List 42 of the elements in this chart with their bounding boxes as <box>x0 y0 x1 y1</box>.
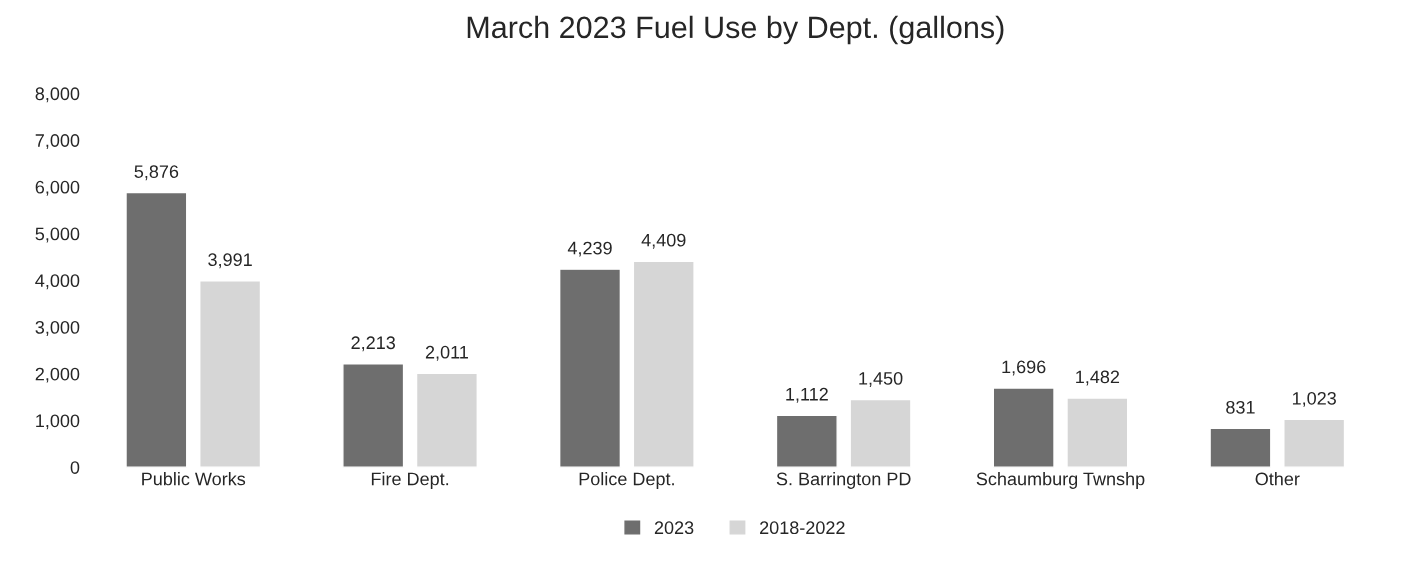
y-tick-label: 1,000 <box>36 414 80 430</box>
y-tick-label: 2,000 <box>35 367 80 383</box>
bar <box>849 398 912 468</box>
legend-label: 2018-2022 <box>760 521 845 535</box>
bar <box>125 191 188 468</box>
data-label: 5,876 <box>134 165 179 181</box>
bar <box>342 363 405 468</box>
x-tick-label: Police Dept. <box>579 472 674 489</box>
data-label: 1,696 <box>1002 360 1046 376</box>
x-tick-label: Schaumburg Twnshp <box>976 472 1145 489</box>
chart-title: March 2023 Fuel Use by Dept. (gallons) <box>467 15 1004 45</box>
x-tick-label: Other <box>1255 472 1300 486</box>
bar <box>1066 397 1129 468</box>
y-tick-label: 6,000 <box>35 180 80 196</box>
x-tick-label: S. Barrington PD <box>776 472 911 489</box>
data-label: 4,239 <box>567 241 612 257</box>
bar <box>775 414 838 468</box>
bar <box>558 268 622 468</box>
x-tick-label: Public Works <box>142 472 246 486</box>
bar <box>992 387 1055 468</box>
y-tick-label: 7,000 <box>35 134 80 150</box>
y-tick-label: 8,000 <box>35 87 80 103</box>
data-label: 1,450 <box>859 371 903 387</box>
data-label: 4,409 <box>641 233 686 249</box>
data-label: 1,023 <box>1292 391 1336 407</box>
data-label: 1,482 <box>1076 370 1120 386</box>
data-label: 2,213 <box>351 336 395 352</box>
bar <box>1283 418 1346 468</box>
bar <box>199 280 262 468</box>
data-label: 3,991 <box>208 253 252 269</box>
bar <box>632 260 695 468</box>
legend-label: 2023 <box>654 521 694 535</box>
data-label: 2,011 <box>425 345 468 361</box>
y-tick-label: 0 <box>70 461 80 474</box>
bar <box>1209 427 1272 468</box>
y-tick-label: 3,000 <box>35 320 80 336</box>
data-label: 1,112 <box>786 387 828 403</box>
y-tick-label: 5,000 <box>35 227 80 243</box>
x-tick-label: Fire Dept. <box>371 472 449 489</box>
data-label: 831 <box>1226 400 1255 414</box>
y-tick-label: 4,000 <box>35 274 80 290</box>
bar <box>415 372 478 468</box>
